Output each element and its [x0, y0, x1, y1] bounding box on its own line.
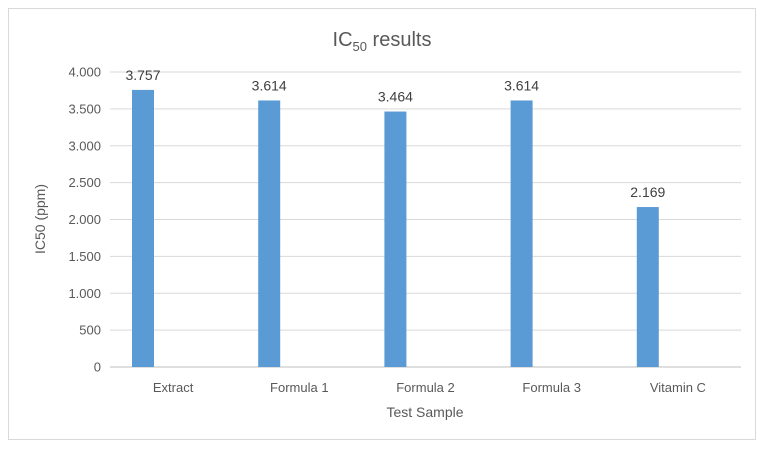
bar [384, 111, 407, 367]
bar [132, 89, 154, 367]
data-label: 2.169 [630, 184, 665, 200]
y-tick-label: 2.500 [68, 175, 101, 190]
chart-frame: IC50 results 0 500 1.000 1.500 2.000 2.500 3.0… [8, 8, 756, 440]
x-category-label: Extract [153, 380, 194, 395]
data-label: 3.614 [504, 77, 539, 93]
y-tick-label: 0 [94, 360, 101, 375]
bar [510, 100, 533, 367]
x-category-label: Formula 2 [396, 380, 455, 395]
x-axis-categories: Extract Formula 1 Formula 2 Formula 3 Vitami… [153, 380, 706, 395]
y-tick-label: 2.000 [68, 212, 101, 227]
x-category-label: Formula 3 [522, 380, 581, 395]
y-tick-label: 500 [79, 323, 101, 338]
y-tick-label: 4.000 [68, 65, 101, 80]
bar [258, 100, 281, 367]
bars-layer [132, 89, 659, 367]
chart-title-main: IC [333, 29, 353, 51]
y-tick-label: 1.500 [68, 249, 101, 264]
chart-title-subscript: 50 [353, 39, 367, 54]
grid-layer [110, 71, 741, 368]
data-label: 3.614 [252, 77, 287, 93]
y-axis-title: IC50 (ppm) [32, 184, 48, 254]
x-category-label: Formula 1 [270, 380, 329, 395]
data-label: 3.757 [125, 67, 160, 83]
data-labels-layer: 3.757 3.614 3.464 3.614 2.169 [125, 67, 665, 200]
bar-chart: IC50 results 0 500 1.000 1.500 2.000 2.500 3.0… [32, 29, 741, 420]
y-axis-ticks: 0 500 1.000 1.500 2.000 2.500 3.000 3.500 4.000 [68, 65, 101, 375]
chart-title-suffix: results [367, 29, 431, 51]
x-axis-title: Test Sample [386, 404, 463, 420]
data-label: 3.464 [378, 89, 413, 105]
bar [636, 207, 659, 367]
x-category-label: Vitamin C [650, 380, 706, 395]
y-tick-label: 1.000 [68, 286, 101, 301]
y-tick-label: 3.000 [68, 138, 101, 153]
chart-title: IC50 results [333, 29, 432, 54]
y-tick-label: 3.500 [68, 101, 101, 116]
